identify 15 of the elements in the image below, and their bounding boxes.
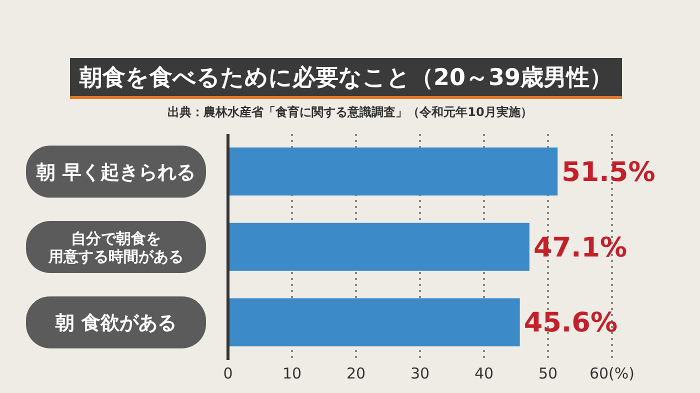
data-label: 51.5%	[562, 157, 656, 188]
x-tick-label: 30	[410, 364, 430, 383]
y-tick-label: 自分で朝食を用意する時間がある	[48, 229, 184, 266]
x-tick-label: 60(%)	[589, 364, 635, 383]
x-tick-label: 40	[474, 364, 494, 383]
x-tick-label: 20	[346, 364, 366, 383]
x-tick-label: 0	[223, 364, 233, 383]
source-note: 出典：農林水産省「食育に関する意識調査」（令和元年10月実施）	[166, 104, 534, 121]
x-tick-label: 10	[282, 364, 302, 383]
y-tick-label: 朝 早く起きられる	[36, 161, 196, 184]
data-label: 45.6%	[524, 308, 618, 339]
chart-title: 朝食を食べるために必要なこと（20～39歳男性）	[70, 58, 622, 99]
x-tick-label: 50	[538, 364, 558, 383]
y-tick-label: 朝 食欲がある	[54, 312, 176, 334]
data-label: 47.1%	[533, 232, 628, 264]
